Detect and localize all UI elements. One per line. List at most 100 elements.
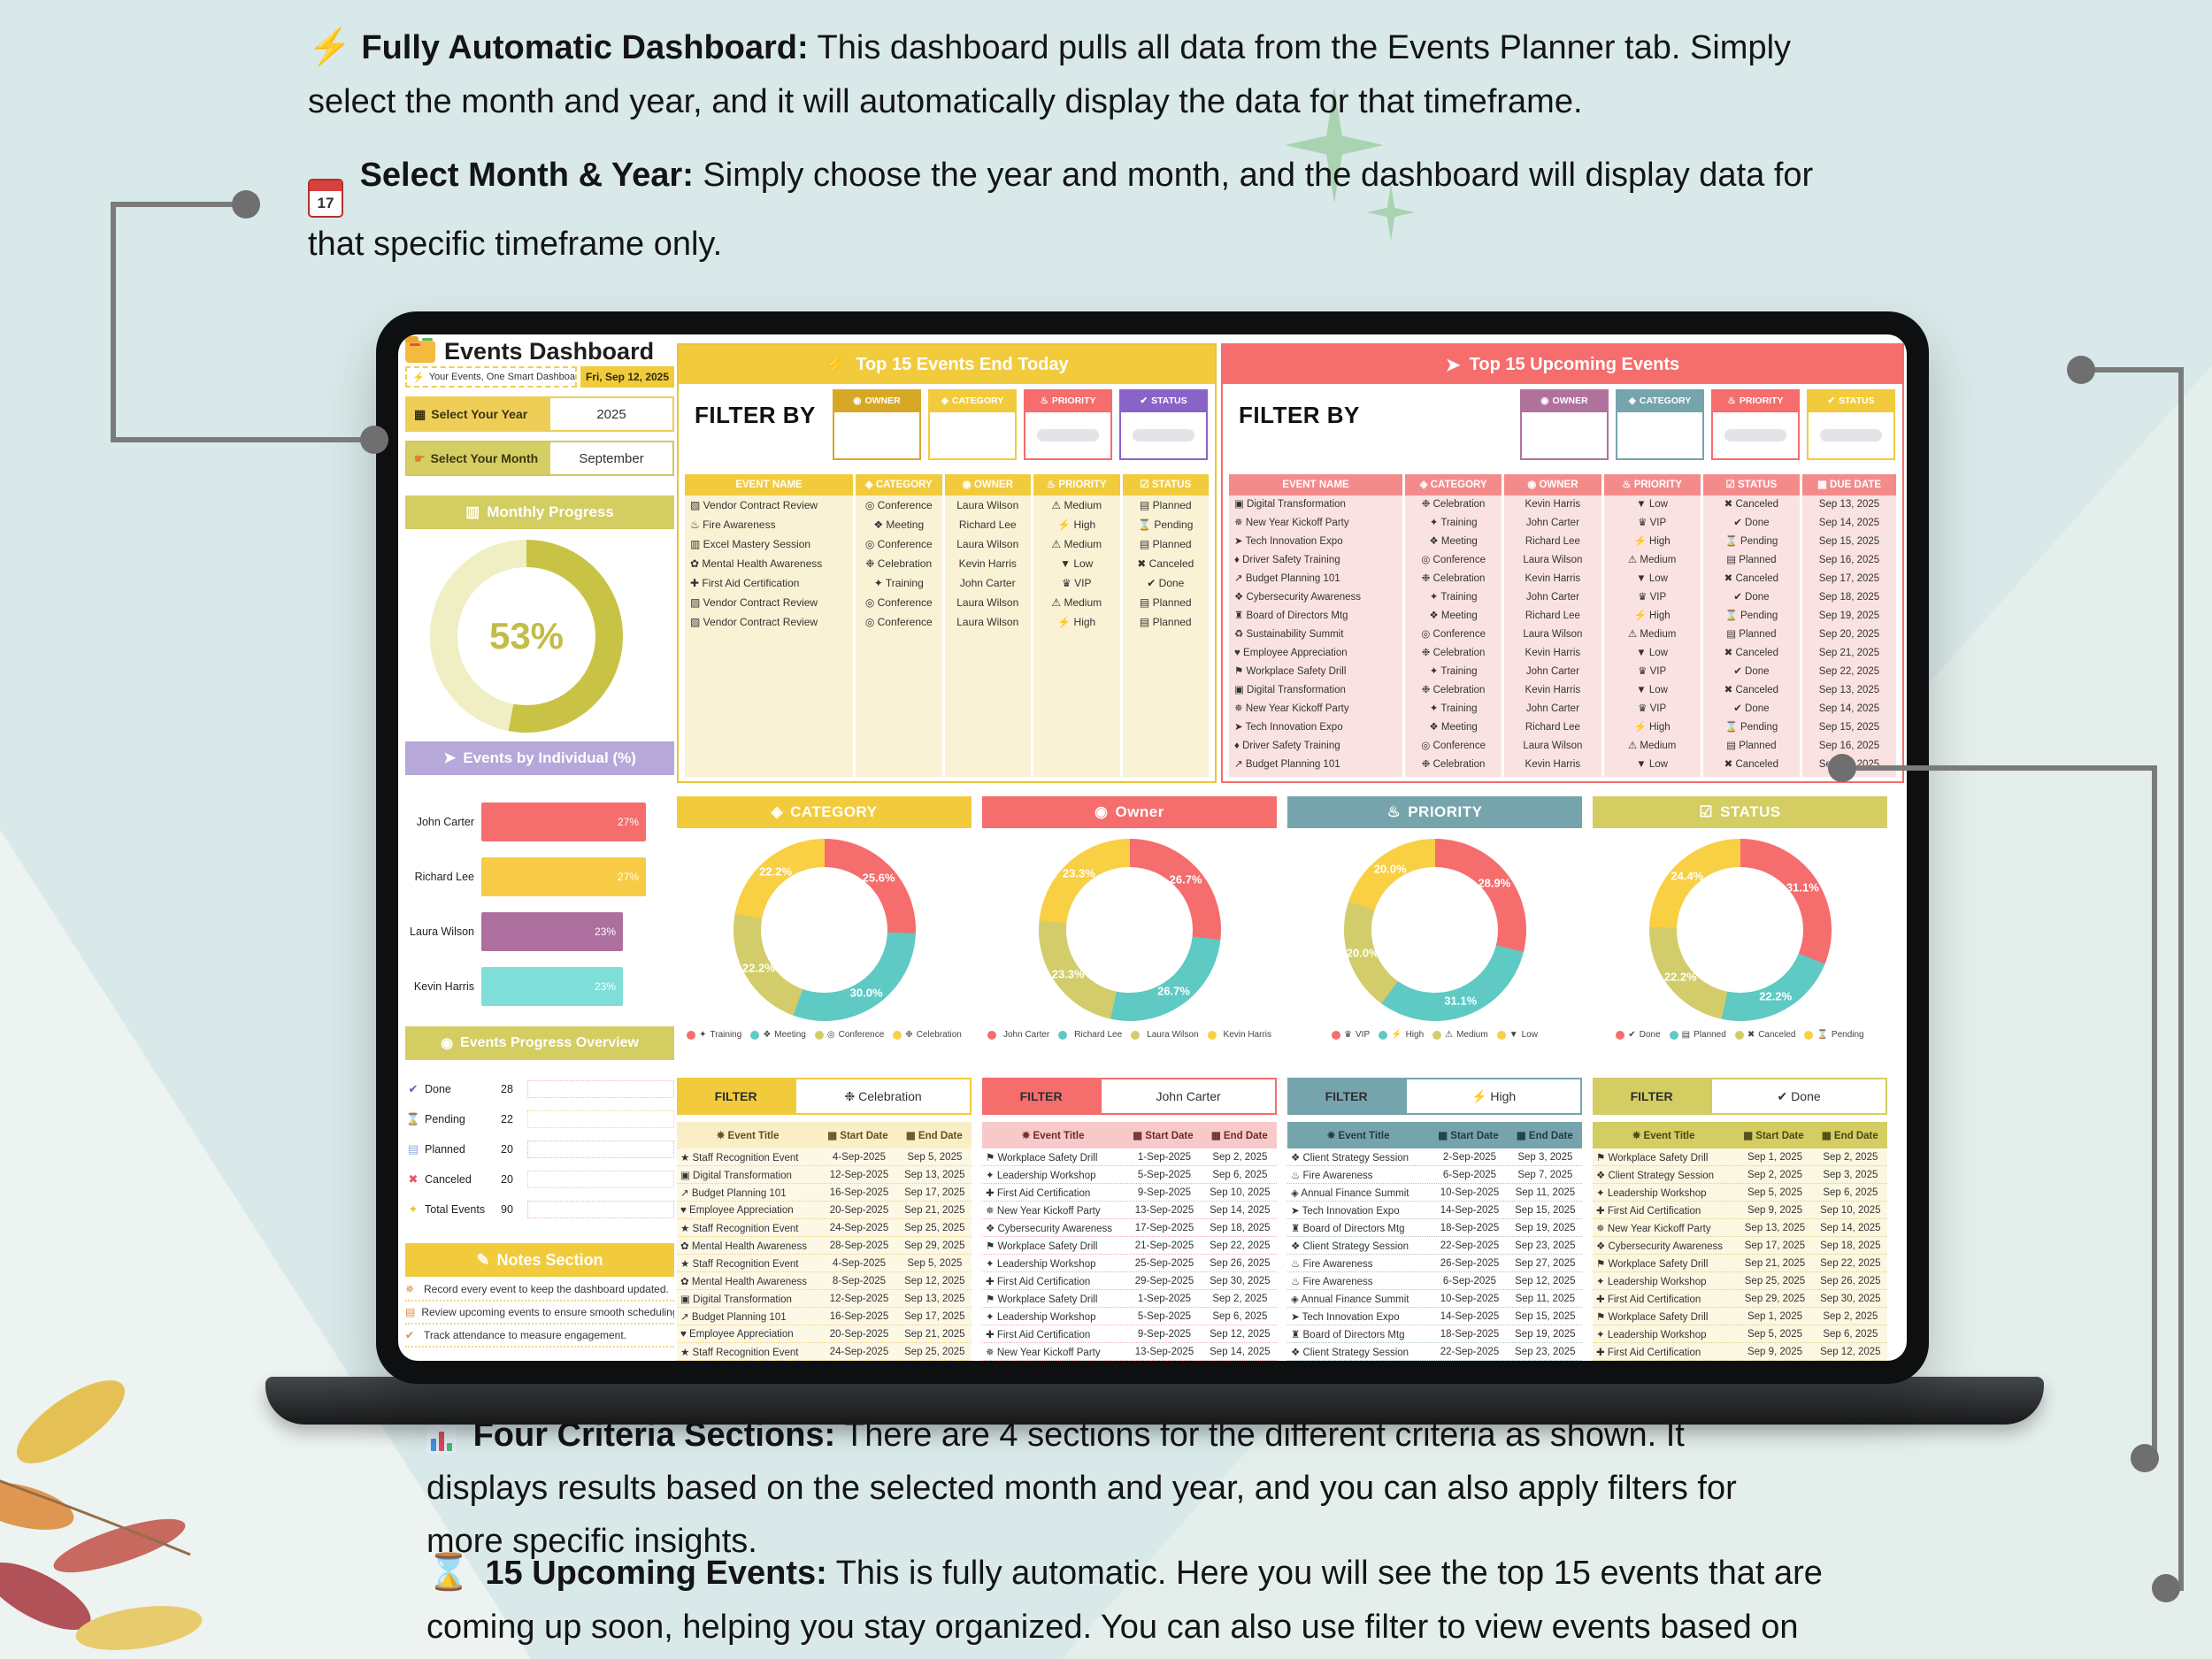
- event-row[interactable]: ♨ Fire Awareness 6-Sep-2025 Sep 7, 2025: [1287, 1166, 1582, 1184]
- event-row[interactable]: ✦ Leadership Workshop Sep 5, 2025 Sep 6, 2…: [1593, 1325, 1887, 1343]
- event-name-cell[interactable]: ▨ Vendor Contract Review: [690, 596, 818, 609]
- owner-filter-value[interactable]: John Carter: [1100, 1078, 1277, 1115]
- event-row[interactable]: ✿ Mental Health Awareness 28-Sep-2025 Sep …: [677, 1237, 972, 1255]
- priority-cell: ♛ VIP: [1638, 592, 1667, 603]
- due-date-cell: Sep 15, 2025: [1818, 536, 1880, 547]
- event-row[interactable]: ✦ Leadership Workshop 25-Sep-2025 Sep 26, …: [982, 1255, 1277, 1272]
- event-row[interactable]: ❖ Client Strategy Session 22-Sep-2025 Sep …: [1287, 1343, 1582, 1361]
- event-row[interactable]: ✚ First Aid Certification Sep 29, 2025 Sep…: [1593, 1290, 1887, 1308]
- year-selector[interactable]: ▦ Select Your Year 2025: [405, 396, 674, 432]
- event-name-cell[interactable]: ➤ Tech Innovation Expo: [1234, 536, 1343, 547]
- event-name-cell[interactable]: ↗ Budget Planning 101: [1234, 573, 1340, 584]
- event-row[interactable]: ✵ New Year Kickoff Party 13-Sep-2025 Sep 1…: [982, 1343, 1277, 1361]
- legend-item: Richard Lee: [1058, 1030, 1122, 1040]
- event-row[interactable]: ➤ Tech Innovation Expo 14-Sep-2025 Sep 15,…: [1287, 1308, 1582, 1325]
- event-row[interactable]: ▣ Digital Transformation 12-Sep-2025 Sep 1…: [677, 1166, 972, 1184]
- status-cell: ▤ Planned: [1139, 538, 1192, 550]
- event-name-cell[interactable]: ➤ Tech Innovation Expo: [1234, 722, 1343, 733]
- filter-box[interactable]: ✔ STATUS: [1807, 389, 1895, 460]
- event-row[interactable]: ♜ Board of Directors Mtg 18-Sep-2025 Sep 1…: [1287, 1325, 1582, 1343]
- event-name-cell[interactable]: ♦ Driver Safety Training: [1234, 741, 1340, 751]
- event-name-cell[interactable]: ♨ Fire Awareness: [690, 518, 776, 531]
- filter-box[interactable]: ◈ CATEGORY: [928, 389, 1017, 460]
- event-row[interactable]: ✿ Mental Health Awareness 8-Sep-2025 Sep 1…: [677, 1272, 972, 1290]
- event-name-cell[interactable]: ♻ Sustainability Summit: [1234, 629, 1344, 640]
- event-name-cell[interactable]: ♥ Employee Appreciation: [1234, 648, 1348, 658]
- event-row[interactable]: ✦ Leadership Workshop Sep 5, 2025 Sep 6, 2…: [1593, 1184, 1887, 1202]
- event-name-cell[interactable]: ▣ Digital Transformation: [1234, 685, 1346, 695]
- event-row[interactable]: ⚑ Workplace Safety Drill Sep 21, 2025 Sep …: [1593, 1255, 1887, 1272]
- event-row[interactable]: ◈ Annual Finance Summit 10-Sep-2025 Sep 11…: [1287, 1290, 1582, 1308]
- event-row[interactable]: ★ Staff Recognition Event 4-Sep-2025 Sep 5…: [677, 1148, 972, 1166]
- event-row[interactable]: ✵ New Year Kickoff Party Sep 13, 2025 Sep …: [1593, 1219, 1887, 1237]
- event-name-cell[interactable]: ✿ Mental Health Awareness: [690, 557, 823, 570]
- event-row[interactable]: ↗ Budget Planning 101 16-Sep-2025 Sep 17, …: [677, 1308, 972, 1325]
- category-filter-value[interactable]: ❉ Celebration: [795, 1078, 972, 1115]
- event-row[interactable]: ✚ First Aid Certification 9-Sep-2025 Sep 1…: [982, 1184, 1277, 1202]
- laptop-base: [265, 1377, 2044, 1425]
- event-row[interactable]: ⚑ Workplace Safety Drill Sep 1, 2025 Sep 2…: [1593, 1308, 1887, 1325]
- event-row[interactable]: ❖ Client Strategy Session 2-Sep-2025 Sep 3…: [1287, 1148, 1582, 1166]
- status-cell: ▤ Planned: [1726, 555, 1777, 565]
- priority-cell: ⚠ Medium: [1051, 596, 1102, 609]
- status-filter-value[interactable]: ✔ Done: [1710, 1078, 1887, 1115]
- event-row[interactable]: ↗ Budget Planning 101 16-Sep-2025 Sep 17, …: [677, 1184, 972, 1202]
- event-row[interactable]: ⚑ Workplace Safety Drill 1-Sep-2025 Sep 2,…: [982, 1290, 1277, 1308]
- event-row[interactable]: ➤ Tech Innovation Expo 14-Sep-2025 Sep 15,…: [1287, 1202, 1582, 1219]
- priority-cell: ♛ VIP: [1062, 577, 1092, 589]
- event-row[interactable]: ♨ Fire Awareness 26-Sep-2025 Sep 27, 2025: [1287, 1255, 1582, 1272]
- owner-cell: Laura Wilson: [956, 538, 1019, 550]
- year-value[interactable]: 2025: [596, 406, 626, 422]
- event-row[interactable]: ★ Staff Recognition Event 24-Sep-2025 Sep …: [677, 1219, 972, 1237]
- event-row[interactable]: ❖ Cybersecurity Awareness Sep 17, 2025 Sep…: [1593, 1237, 1887, 1255]
- event-row[interactable]: ❖ Client Strategy Session 22-Sep-2025 Sep …: [1287, 1237, 1582, 1255]
- filter-box[interactable]: ◉ OWNER: [1520, 389, 1609, 460]
- event-name-cell[interactable]: ▥ Excel Mastery Session: [690, 538, 811, 550]
- event-row[interactable]: ▣ Digital Transformation 12-Sep-2025 Sep 1…: [677, 1290, 972, 1308]
- priority-filter-value[interactable]: ⚡ High: [1405, 1078, 1582, 1115]
- event-name-cell[interactable]: ♦ Driver Safety Training: [1234, 555, 1340, 565]
- lightning-icon: ⚡: [825, 355, 848, 375]
- category-cell: ✦ Training: [873, 577, 924, 589]
- filter-box[interactable]: ◉ OWNER: [833, 389, 921, 460]
- event-name-cell[interactable]: ♜ Board of Directors Mtg: [1234, 611, 1348, 621]
- event-name-cell[interactable]: ▨ Vendor Contract Review: [690, 616, 818, 628]
- event-row[interactable]: ★ Staff Recognition Event 4-Sep-2025 Sep 5…: [677, 1255, 972, 1272]
- month-selector[interactable]: ☛ Select Your Month September: [405, 441, 674, 476]
- event-row[interactable]: ❖ Client Strategy Session Sep 2, 2025 Sep …: [1593, 1166, 1887, 1184]
- event-row[interactable]: ✵ New Year Kickoff Party 13-Sep-2025 Sep 1…: [982, 1202, 1277, 1219]
- person-icon: ◉: [1094, 803, 1109, 820]
- event-row[interactable]: ⚑ Workplace Safety Drill 21-Sep-2025 Sep 2…: [982, 1237, 1277, 1255]
- event-name-cell[interactable]: ✚ First Aid Certification: [690, 577, 800, 589]
- event-row[interactable]: ✚ First Aid Certification Sep 9, 2025 Sep …: [1593, 1343, 1887, 1361]
- event-name-cell[interactable]: ❖ Cybersecurity Awareness: [1234, 592, 1362, 603]
- event-row[interactable]: ❖ Cybersecurity Awareness 17-Sep-2025 Sep …: [982, 1219, 1277, 1237]
- event-row[interactable]: ♥ Employee Appreciation 20-Sep-2025 Sep 21…: [677, 1202, 972, 1219]
- event-row[interactable]: ⚑ Workplace Safety Drill 1-Sep-2025 Sep 2,…: [982, 1148, 1277, 1166]
- event-name-cell[interactable]: ⚑ Workplace Safety Drill: [1234, 666, 1347, 677]
- filter-box[interactable]: ◈ CATEGORY: [1616, 389, 1704, 460]
- event-row[interactable]: ◈ Annual Finance Summit 10-Sep-2025 Sep 11…: [1287, 1184, 1582, 1202]
- event-row[interactable]: ⚑ Workplace Safety Drill Sep 1, 2025 Sep 2…: [1593, 1148, 1887, 1166]
- event-row[interactable]: ♜ Board of Directors Mtg 18-Sep-2025 Sep 1…: [1287, 1219, 1582, 1237]
- event-row[interactable]: ✚ First Aid Certification Sep 9, 2025 Sep …: [1593, 1202, 1887, 1219]
- event-row[interactable]: ★ Staff Recognition Event 24-Sep-2025 Sep …: [677, 1343, 972, 1361]
- filter-box[interactable]: ♨ PRIORITY: [1711, 389, 1800, 460]
- event-row[interactable]: ✦ Leadership Workshop Sep 25, 2025 Sep 26,…: [1593, 1272, 1887, 1290]
- event-row[interactable]: ♨ Fire Awareness 6-Sep-2025 Sep 12, 2025: [1287, 1272, 1582, 1290]
- filter-box[interactable]: ✔ STATUS: [1119, 389, 1208, 460]
- priority-cell: ⚠ Medium: [1051, 538, 1102, 550]
- event-row[interactable]: ✦ Leadership Workshop 5-Sep-2025 Sep 6, 20…: [982, 1308, 1277, 1325]
- event-row[interactable]: ✦ Leadership Workshop 5-Sep-2025 Sep 6, 20…: [982, 1166, 1277, 1184]
- event-name-cell[interactable]: ↗ Budget Planning 101: [1234, 759, 1340, 770]
- event-name-cell[interactable]: ▨ Vendor Contract Review: [690, 499, 818, 511]
- event-row[interactable]: ✚ First Aid Certification 9-Sep-2025 Sep 1…: [982, 1325, 1277, 1343]
- category-cell: ❉ Celebration: [1421, 759, 1486, 770]
- event-name-cell[interactable]: ✵ New Year Kickoff Party: [1234, 703, 1349, 714]
- filter-box[interactable]: ♨ PRIORITY: [1024, 389, 1112, 460]
- event-name-cell[interactable]: ▣ Digital Transformation: [1234, 499, 1346, 510]
- event-row[interactable]: ♥ Employee Appreciation 20-Sep-2025 Sep 21…: [677, 1325, 972, 1343]
- event-name-cell[interactable]: ✵ New Year Kickoff Party: [1234, 518, 1349, 528]
- event-row[interactable]: ✚ First Aid Certification 29-Sep-2025 Sep …: [982, 1272, 1277, 1290]
- month-value[interactable]: September: [579, 450, 644, 466]
